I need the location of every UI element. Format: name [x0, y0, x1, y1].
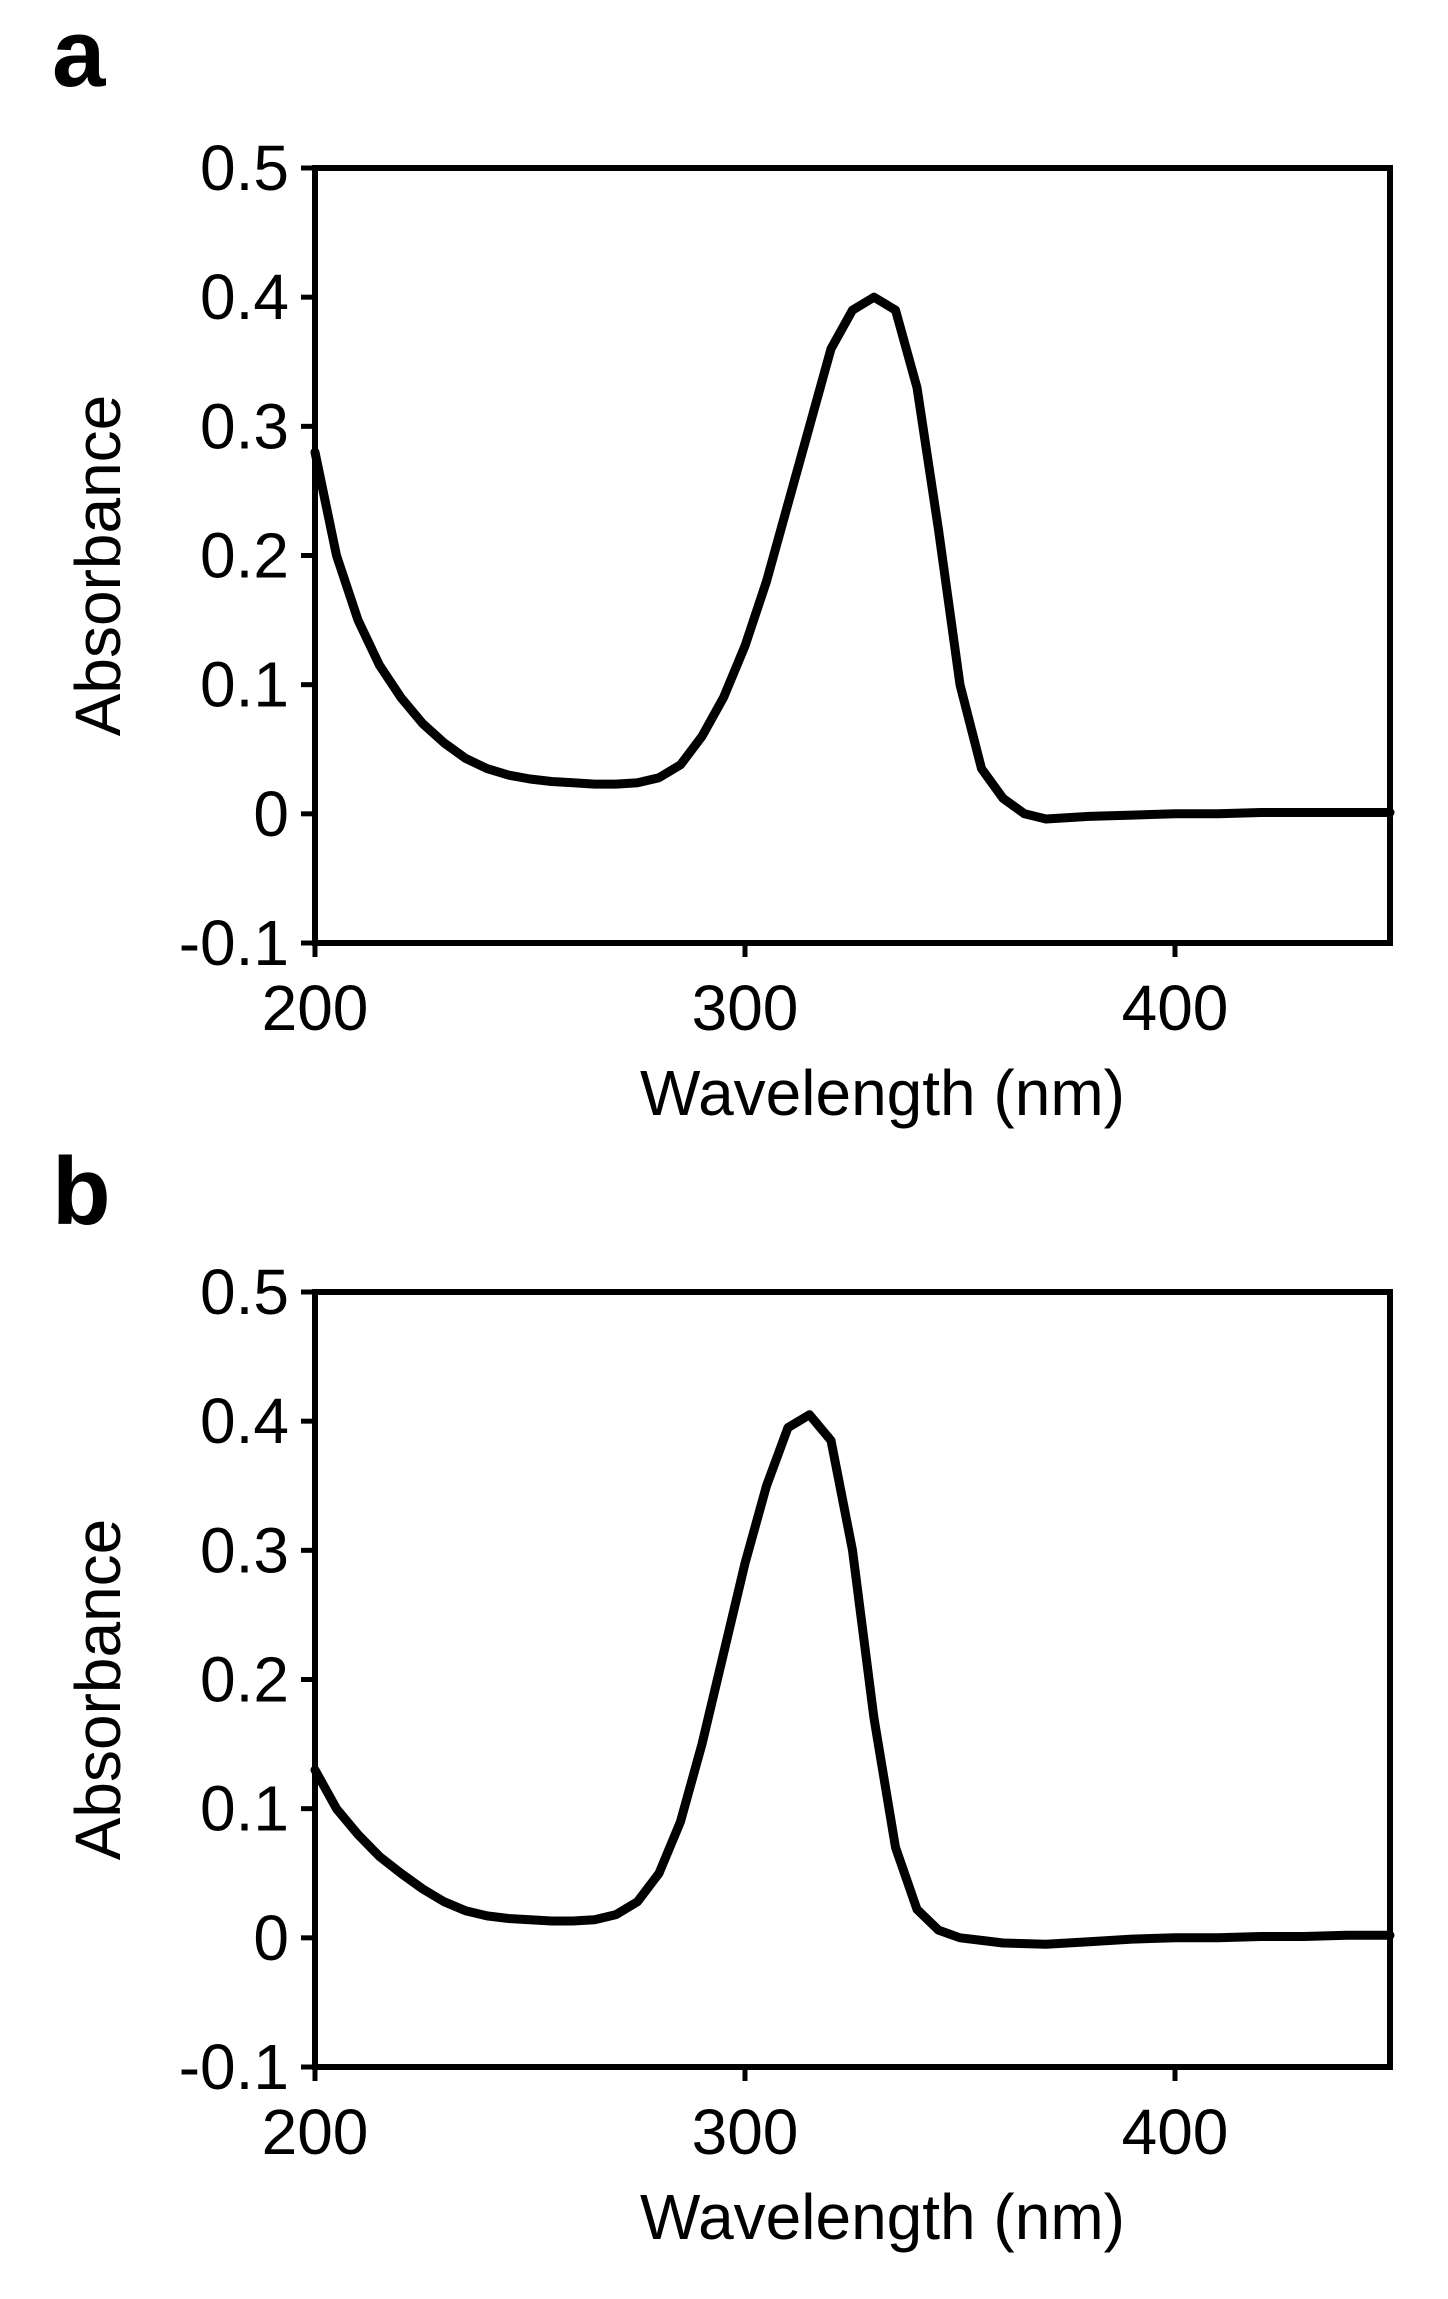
panel-a-y-tick-label: 0 [253, 778, 289, 850]
panel-b-spectrum-line [310, 1410, 1395, 1949]
panel-a-y-tick-label: -0.1 [179, 907, 289, 979]
panel-b-plot: -0.1 0 0.1 0.2 0.3 0.4 0.5 200 300 400 Wavelength … [62, 1256, 1395, 2253]
panel-a-plot-frame [312, 165, 1393, 946]
panel-b-y-tick-label: 0.5 [200, 1256, 289, 1328]
panel-a-spectrum-line [310, 292, 1395, 824]
panel-b-x-tick-label: 400 [1122, 2096, 1229, 2168]
panel-a-y-tick-label: 0.5 [200, 132, 289, 204]
panel-b-y-tick-label: 0.1 [200, 1773, 289, 1845]
panel-b-y-tick-label: 0 [253, 1902, 289, 1974]
panel-a-x-tick-label: 200 [262, 972, 369, 1044]
panel-a-x-tick-label: 400 [1122, 972, 1229, 1044]
panel-b-plot-frame [312, 1289, 1393, 2070]
panel-a-plot: -0.1 0 0.1 0.2 0.3 0.4 0.5 200 300 400 Wavelength … [62, 132, 1395, 1129]
panel-a-y-tick-label: 0.4 [200, 261, 289, 333]
panel-a-x-tick-label: 300 [692, 972, 799, 1044]
panel-b-y-tick-label: -0.1 [179, 2031, 289, 2103]
panel-b-y-tick-label: 0.3 [200, 1514, 289, 1586]
panel-a-x-axis-label: Wavelength (nm) [640, 1057, 1125, 1129]
panel-b-y-tick-label: 0.4 [200, 1385, 289, 1457]
panel-a-y-axis-label: Absorbance [62, 395, 134, 737]
panel-a-y-tick-label: 0.2 [200, 520, 289, 592]
panel-b-letter: b [52, 1138, 111, 1245]
panel-b-x-tick-label: 300 [692, 2096, 799, 2168]
panel-b-y-tick-label: 0.2 [200, 1644, 289, 1716]
panel-b-x-tick-label: 200 [262, 2096, 369, 2168]
panel-b-x-axis-label: Wavelength (nm) [640, 2181, 1125, 2253]
panel-a: a -0.1 0 0.1 0.2 0.3 0.4 0.5 200 300 400 Wavelengt… [52, 0, 1395, 1129]
panel-b-y-axis-label: Absorbance [62, 1519, 134, 1861]
panel-a-y-tick-label: 0.1 [200, 649, 289, 721]
panel-a-y-tick-label: 0.3 [200, 390, 289, 462]
panel-a-letter: a [52, 0, 106, 107]
panel-b: b -0.1 0 0.1 0.2 0.3 0.4 0.5 200 300 400 Wavelengt… [52, 1138, 1395, 2253]
